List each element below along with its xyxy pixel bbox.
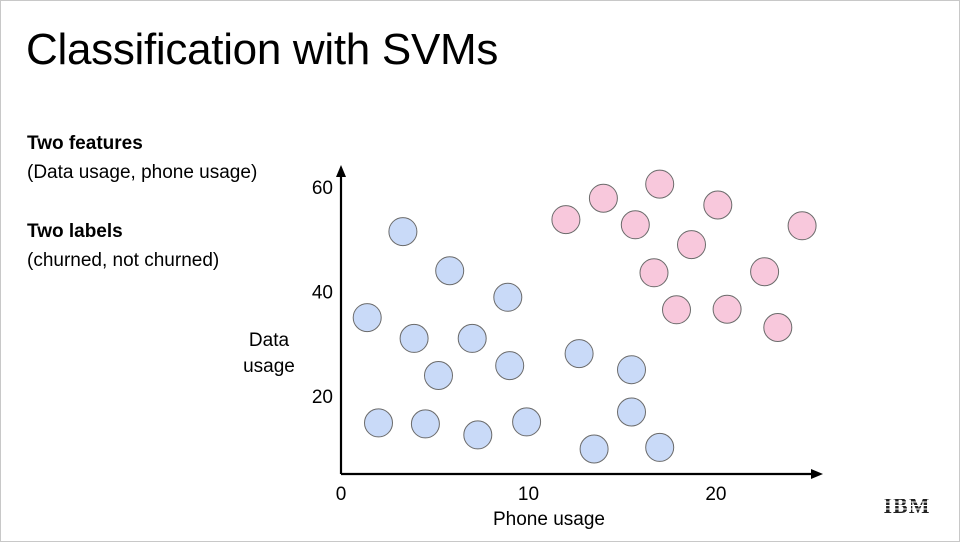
not-churned-point-16: [645, 432, 675, 462]
y-tick-label: 60: [312, 178, 333, 199]
y-axis-arrow: [336, 165, 346, 177]
not-churned-point-11: [410, 409, 440, 439]
not-churned-point-8: [564, 339, 594, 369]
x-tick-label: 10: [518, 484, 539, 505]
churned-point-5: [677, 230, 706, 260]
churned-point-4: [703, 190, 733, 220]
churned-point-11: [763, 313, 793, 342]
not-churned-point-2: [493, 282, 523, 312]
churned-point-9: [662, 295, 691, 325]
not-churned-point-6: [424, 361, 453, 390]
churned-point-6: [787, 211, 817, 241]
not-churned-point-9: [617, 355, 646, 385]
bullet-list: Two features (Data usage, phone usage) T…: [27, 129, 257, 275]
data-points: [352, 169, 817, 464]
not-churned-point-13: [512, 407, 542, 437]
not-churned-point-14: [617, 397, 646, 427]
not-churned-point-7: [495, 351, 525, 381]
not-churned-point-10: [364, 408, 393, 438]
churned-point-10: [712, 294, 742, 324]
labels-heading: Two labels: [27, 221, 123, 242]
not-churned-point-12: [463, 420, 493, 450]
x-axis-label: Phone usage: [493, 509, 605, 530]
not-churned-point-4: [399, 323, 429, 353]
y-axis-label: usage: [243, 356, 295, 377]
churned-point-3: [620, 210, 650, 240]
churned-point-8: [750, 257, 780, 287]
not-churned-point-15: [579, 434, 609, 464]
churned-point-0: [551, 205, 581, 235]
y-tick-label: 20: [312, 387, 333, 408]
churned-point-7: [639, 258, 669, 288]
x-axis-arrow: [811, 469, 823, 479]
churned-point-2: [645, 169, 675, 199]
x-tick-label: 0: [336, 484, 347, 505]
ibm-logo: IBM: [879, 494, 935, 516]
slide-title: Classification with SVMs: [26, 25, 499, 74]
axis-labels: 0 10 20 20 40 60 Phone usage Data usage: [243, 178, 726, 530]
axes: [336, 165, 823, 479]
not-churned-point-1: [435, 256, 465, 286]
not-churned-point-3: [352, 303, 382, 333]
x-tick-label: 20: [705, 484, 726, 505]
not-churned-point-5: [457, 323, 487, 353]
churned-point-1: [588, 183, 618, 213]
labels-text: (churned, not churned): [27, 250, 220, 271]
y-axis-label: Data: [249, 330, 290, 351]
not-churned-point-0: [388, 217, 418, 247]
y-tick-label: 40: [312, 283, 333, 304]
features-text: (Data usage, phone usage): [27, 162, 258, 183]
features-heading: Two features: [27, 133, 143, 154]
